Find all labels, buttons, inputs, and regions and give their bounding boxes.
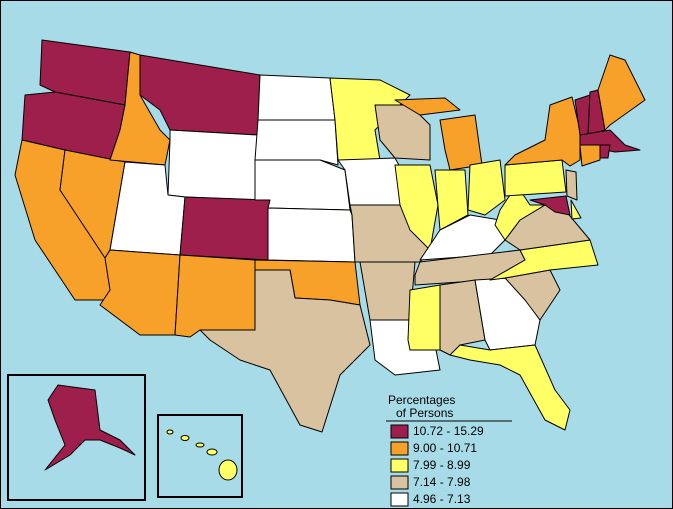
- legend-label: 9.00 - 10.71: [413, 441, 477, 455]
- state: [597, 54, 646, 131]
- legend-swatch: [390, 475, 409, 490]
- state: [467, 159, 506, 216]
- state: [359, 261, 416, 321]
- state: [434, 169, 469, 231]
- state: [257, 74, 336, 121]
- state: [449, 344, 571, 431]
- legend-title: of Persons: [396, 406, 453, 420]
- state: [44, 384, 136, 471]
- legend-label: 7.14 - 7.98: [413, 475, 471, 489]
- state: [570, 199, 582, 220]
- state: [394, 97, 461, 116]
- state: [179, 196, 271, 261]
- state: [254, 159, 351, 211]
- state: [439, 114, 483, 171]
- state: [218, 459, 238, 481]
- state: [174, 254, 256, 338]
- state: [180, 435, 190, 441]
- state: [504, 159, 567, 197]
- state: [166, 429, 174, 435]
- state: [407, 284, 441, 351]
- legend-title: Percentages: [388, 393, 455, 407]
- legend-label: 10.72 - 15.29: [413, 424, 484, 438]
- state: [199, 269, 371, 433]
- hawaii-inset: [157, 414, 243, 498]
- state: [565, 169, 578, 201]
- state: [254, 119, 339, 166]
- legend-swatch: [390, 458, 409, 473]
- state: [167, 129, 259, 201]
- state: [579, 144, 601, 167]
- legend-swatch: [390, 441, 409, 456]
- state: [329, 77, 411, 161]
- hawaii: [166, 429, 238, 481]
- state: [195, 442, 205, 448]
- state: [599, 144, 611, 159]
- states: [14, 39, 646, 433]
- legend-swatch: [390, 492, 409, 507]
- legend-label: 4.96 - 7.13: [413, 492, 471, 506]
- state: [489, 239, 599, 281]
- legend-label: 7.99 - 8.99: [413, 458, 471, 472]
- state: [529, 195, 571, 216]
- legend-swatch: [390, 424, 409, 439]
- state: [206, 448, 218, 456]
- state: [267, 207, 356, 263]
- legend: Percentages of Persons 10.72 - 15.29 9.00…: [386, 393, 512, 507]
